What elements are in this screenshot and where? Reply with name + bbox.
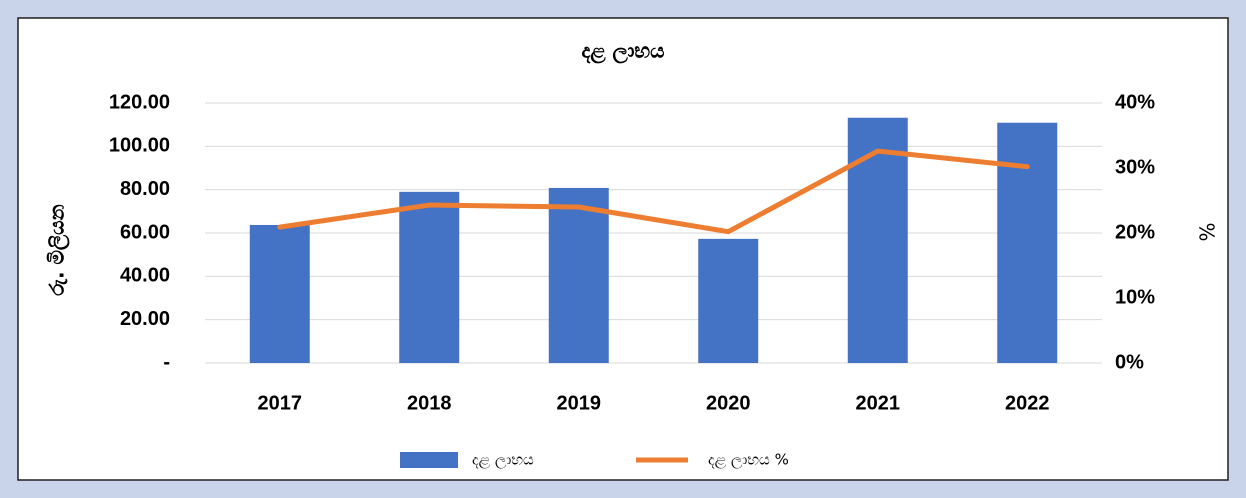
bar [249,224,310,363]
y2-tick-label: 40% [1115,91,1155,113]
x-tick-label: 2017 [258,392,303,414]
line [277,148,1030,235]
y-tick-label: 40.00 [120,265,170,287]
y-axis-label: රු. මිලියන [45,204,71,296]
x-tick-label: 2019 [557,392,602,414]
y2-tick-label: 20% [1115,221,1155,243]
y2-tick-label: 10% [1115,286,1155,308]
x-tick-label: 2020 [706,392,751,414]
x-tick-label: 2022 [1005,392,1050,414]
bar [847,117,908,363]
bar [698,238,759,363]
legend-label: දළ ලාභය [472,451,534,469]
legend-label: දළ ලාභය % [708,451,789,469]
y-tick-label: 80.00 [120,178,170,200]
y2-tick-label: 30% [1115,156,1155,178]
y-tick-label: 60.00 [120,221,170,243]
y2-tick-label: 0% [1115,351,1144,373]
y2-axis-label: % [1195,222,1219,241]
y-tick-label: 100.00 [109,135,170,157]
legend-swatch [400,452,458,468]
bar [399,191,460,363]
chart-title: දළ ලාභය [581,39,664,65]
y-tick-label: 20.00 [120,308,170,330]
bar [997,122,1058,363]
y-tick-label: 120.00 [109,91,170,113]
y-tick-label: - [163,351,170,373]
x-tick-label: 2021 [856,392,901,414]
bar [548,187,609,363]
x-tick-label: 2018 [407,392,452,414]
